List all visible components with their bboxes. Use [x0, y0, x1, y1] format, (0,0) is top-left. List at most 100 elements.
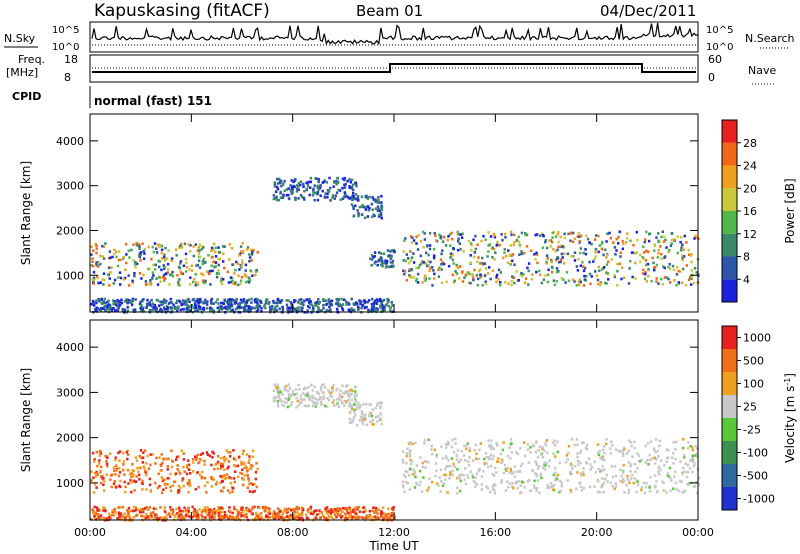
data-cell — [559, 235, 562, 239]
data-cell — [138, 477, 141, 481]
data-cell — [248, 259, 251, 263]
data-cell — [232, 282, 235, 285]
data-cell — [589, 282, 592, 286]
data-cell — [615, 249, 618, 252]
data-cell — [690, 277, 693, 280]
data-cell — [405, 480, 408, 484]
data-cell — [466, 474, 469, 477]
data-cell — [465, 271, 469, 275]
data-cell — [379, 401, 382, 405]
data-cell — [95, 506, 99, 509]
data-cell — [327, 388, 330, 392]
colorbar-tick-label: -500 — [743, 470, 768, 483]
data-cell — [232, 298, 235, 302]
data-cell — [197, 301, 200, 305]
data-cell — [525, 233, 529, 237]
data-cell — [635, 230, 638, 234]
data-cell — [405, 253, 408, 256]
data-cell — [127, 482, 130, 485]
data-cell — [523, 486, 526, 489]
data-cell — [382, 516, 385, 519]
data-cell — [357, 505, 360, 509]
data-cell — [163, 253, 166, 257]
data-cell — [412, 276, 415, 279]
data-cell — [660, 277, 663, 281]
data-cell — [252, 248, 255, 252]
data-cell — [456, 248, 460, 252]
data-cell — [236, 464, 240, 468]
data-cell — [231, 308, 234, 312]
data-cell — [107, 299, 110, 303]
data-cell — [170, 449, 173, 453]
data-cell — [422, 476, 425, 479]
data-cell — [118, 517, 121, 520]
data-cell — [268, 509, 271, 513]
data-cell — [628, 481, 631, 485]
data-cell — [102, 245, 106, 248]
data-cell — [117, 451, 120, 455]
data-cell — [547, 268, 550, 272]
data-cell — [611, 475, 615, 479]
colorbar-segment — [722, 233, 737, 257]
data-cell — [374, 207, 378, 210]
data-cell — [230, 517, 233, 521]
data-cell — [228, 515, 231, 518]
data-cell — [194, 281, 198, 284]
data-cell — [280, 299, 284, 302]
data-cell — [130, 301, 133, 305]
data-cell — [655, 480, 658, 483]
data-cell — [402, 259, 405, 262]
data-cell — [584, 446, 588, 450]
data-cell — [313, 198, 316, 202]
data-cell — [243, 300, 246, 304]
data-cell — [290, 509, 293, 512]
data-cell — [266, 298, 269, 302]
data-cell — [316, 513, 319, 516]
data-cell — [412, 252, 415, 255]
nave-label: Nave — [748, 64, 776, 77]
data-cell — [98, 299, 101, 303]
data-cell — [236, 517, 239, 520]
data-cell — [154, 309, 157, 312]
data-cell — [254, 273, 257, 277]
data-cell — [149, 453, 152, 456]
data-cell — [579, 449, 583, 453]
data-cell — [219, 481, 222, 485]
data-cell — [295, 507, 299, 511]
data-cell — [324, 192, 327, 195]
data-cell — [621, 480, 624, 484]
data-cell — [365, 305, 368, 309]
data-cell — [309, 300, 313, 303]
data-cell — [432, 254, 436, 258]
data-cell — [118, 506, 122, 509]
data-cell — [459, 479, 462, 483]
data-cell — [658, 444, 661, 447]
data-cell — [164, 486, 168, 490]
data-cell — [682, 490, 686, 494]
data-cell — [672, 462, 675, 465]
data-cell — [567, 279, 571, 283]
data-cell — [196, 511, 199, 514]
data-cell — [460, 236, 464, 239]
data-cell — [499, 271, 503, 274]
data-cell — [183, 302, 186, 306]
data-cell — [276, 386, 279, 389]
data-cell — [386, 249, 390, 252]
data-cell — [232, 486, 235, 490]
data-cell — [283, 507, 287, 511]
data-cell — [689, 458, 692, 462]
data-cell — [166, 309, 170, 312]
data-cell — [202, 300, 205, 304]
data-cell — [141, 307, 144, 311]
data-cell — [166, 465, 169, 468]
data-cell — [295, 396, 298, 400]
data-cell — [354, 413, 357, 417]
data-cell — [91, 278, 94, 282]
data-cell — [310, 383, 313, 387]
colorbar-tick-label: 25 — [743, 401, 757, 414]
data-cell — [485, 485, 488, 488]
data-cell — [616, 262, 619, 266]
data-cell — [181, 299, 185, 302]
data-cell — [277, 390, 280, 394]
data-cell — [240, 460, 243, 464]
